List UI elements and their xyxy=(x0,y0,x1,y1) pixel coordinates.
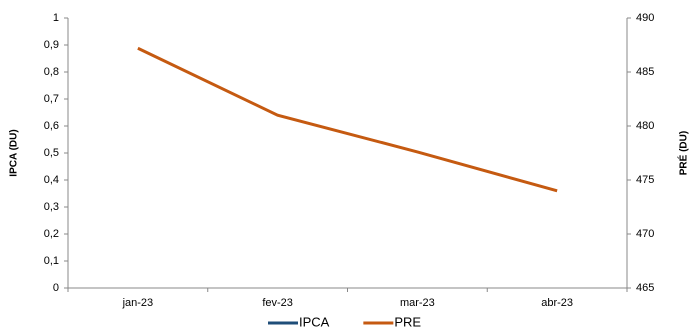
y-tick-label: 0,1 xyxy=(44,255,59,267)
y-tick-label: 0,3 xyxy=(44,201,59,213)
line-series xyxy=(137,46,558,193)
y-tick-label: 0,6 xyxy=(44,120,59,132)
y2-tick-label: 490 xyxy=(636,12,654,24)
y-tick-label: 0 xyxy=(53,282,59,294)
y2-tick-label: 480 xyxy=(636,120,654,132)
y-tick-label: 0,4 xyxy=(44,174,59,186)
y2-tick-label: 470 xyxy=(636,228,654,240)
x-tick-label: abr-23 xyxy=(541,297,573,309)
y-tick-label: 0,8 xyxy=(44,66,59,78)
x-tick-label: jan-23 xyxy=(122,297,154,309)
x-tick-label: fev-23 xyxy=(262,297,293,309)
y-tick-label: 0,5 xyxy=(44,147,59,159)
legend-label: PRE xyxy=(394,314,421,329)
y2-tick-label: 465 xyxy=(636,282,654,294)
y2-axis-label: PRÉ (DU) xyxy=(677,131,690,175)
y-tick-label: 0,2 xyxy=(44,228,59,240)
y2-tick-label: 475 xyxy=(636,174,654,186)
x-tick-label: mar-23 xyxy=(400,297,435,309)
y-tick-label: 0,9 xyxy=(44,39,59,51)
y-tick-label: 0,7 xyxy=(44,93,59,105)
y-axis-label: IPCA (DU) xyxy=(9,129,20,176)
y2-tick-label: 485 xyxy=(636,66,654,78)
y-tick-label: 1 xyxy=(53,12,59,24)
legend-label: IPCA xyxy=(299,314,330,329)
